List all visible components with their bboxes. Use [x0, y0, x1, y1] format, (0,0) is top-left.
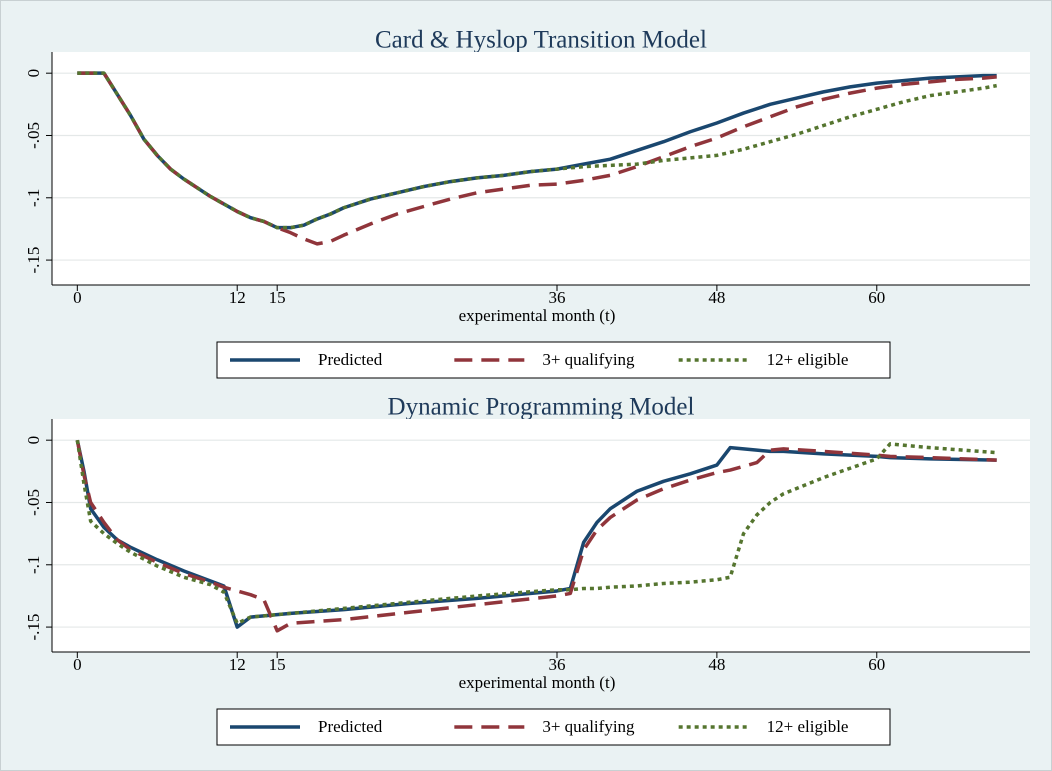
series-line — [75, 439, 997, 629]
x-tick-label: 12 — [229, 655, 246, 674]
legend-label: 3+ qualifying — [542, 350, 635, 369]
series-line — [77, 71, 998, 230]
x-tick-label: 0 — [73, 655, 82, 674]
x-axis-label: experimental month (t) — [459, 306, 616, 325]
chart: Dynamic Programming Model 0 -.05 -.1 -.15 0 12… — [24, 394, 1030, 746]
legend — [216, 708, 891, 746]
y-tick-label: -.05 — [24, 489, 43, 516]
x-tick-label: 12 — [229, 288, 246, 307]
plot-area — [52, 419, 1030, 652]
y-tick-label: 0 — [24, 436, 43, 445]
x-tick-label: 36 — [548, 288, 565, 307]
legend-label: 12+ eligible — [767, 350, 849, 369]
x-tick-label: 48 — [708, 288, 725, 307]
series-line — [75, 439, 997, 626]
legend — [216, 341, 891, 379]
x-tick-label: 60 — [868, 655, 885, 674]
plot-area — [52, 52, 1030, 285]
y-tick-label: -.1 — [24, 189, 43, 207]
x-axis-label: experimental month (t) — [459, 673, 616, 692]
chart: Card & Hyslop Transition Model 0 -.05 -.1 -.… — [24, 27, 1030, 379]
chart-title: Card & Hyslop Transition Model — [375, 27, 707, 54]
x-tick-label: 15 — [269, 288, 286, 307]
x-tick-label: 36 — [548, 655, 565, 674]
chart-title: Dynamic Programming Model — [388, 394, 695, 421]
y-tick-label: -.05 — [24, 122, 43, 149]
y-tick-label: -.15 — [24, 614, 43, 641]
x-tick-label: 0 — [73, 288, 82, 307]
legend-label: Predicted — [318, 350, 383, 369]
x-tick-label: 60 — [868, 288, 885, 307]
legend-label: 3+ qualifying — [542, 717, 635, 736]
legend-label: Predicted — [318, 717, 383, 736]
x-tick-label: 15 — [269, 655, 286, 674]
y-tick-label: 0 — [24, 69, 43, 78]
legend-label: 12+ eligible — [767, 717, 849, 736]
x-tick-label: 48 — [708, 655, 725, 674]
y-tick-label: -.1 — [24, 556, 43, 574]
y-tick-label: -.15 — [24, 247, 43, 274]
